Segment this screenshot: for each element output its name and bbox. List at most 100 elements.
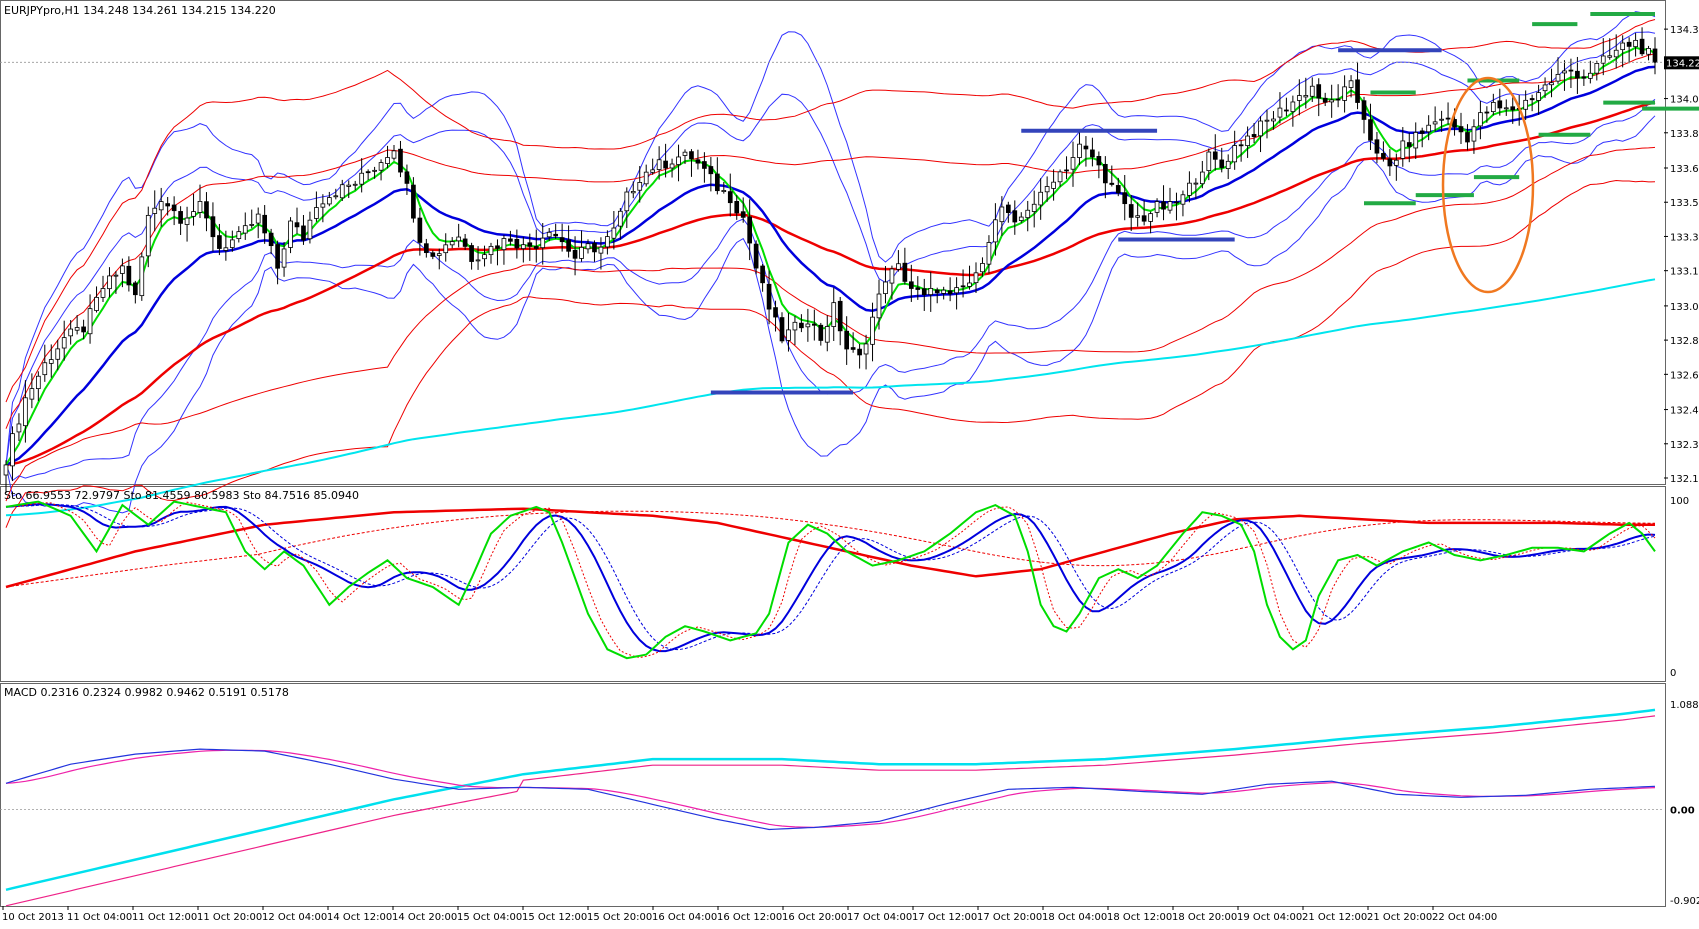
candle-body	[1342, 86, 1347, 101]
candle	[605, 230, 610, 255]
candle-body	[81, 326, 86, 333]
candle-body	[1258, 120, 1263, 137]
candle	[1374, 131, 1380, 164]
candle	[1600, 38, 1606, 76]
candle-body	[1536, 92, 1541, 101]
candle-body	[94, 296, 99, 311]
candle-body	[1490, 102, 1496, 113]
candle-body	[107, 275, 112, 290]
candle-body	[1264, 119, 1270, 122]
candle-body	[1400, 140, 1406, 159]
candle	[10, 426, 15, 482]
candle	[120, 258, 125, 288]
candle-body	[68, 328, 74, 337]
candle	[1458, 112, 1464, 144]
candle-body	[773, 307, 778, 318]
price-y-tick-label: 133.355	[1670, 232, 1699, 243]
candle-body	[139, 256, 145, 297]
candle	[275, 240, 280, 285]
candle-body	[799, 322, 804, 329]
candle-body	[1038, 191, 1044, 206]
candle-body	[242, 225, 248, 234]
candle	[805, 308, 811, 342]
candle-body	[1374, 139, 1380, 154]
candle-body	[1238, 144, 1244, 147]
candle	[456, 223, 462, 248]
candle	[1245, 126, 1250, 158]
candle-body	[708, 166, 714, 175]
candle-body	[546, 231, 552, 238]
candle-body	[747, 216, 753, 244]
candle	[1465, 124, 1470, 151]
candle	[1419, 127, 1425, 148]
candle	[16, 413, 22, 442]
candle	[643, 164, 649, 187]
stoch-slow-signal-line	[5, 510, 1656, 588]
x-tick-label: 11 Oct 12:00	[132, 912, 197, 923]
candle-body	[844, 330, 850, 350]
candle	[902, 247, 908, 285]
candle	[1393, 153, 1399, 181]
candle-body	[236, 231, 242, 240]
candle	[1018, 212, 1024, 223]
candle-body	[126, 265, 132, 286]
candle-body	[915, 287, 921, 290]
candle	[1025, 200, 1031, 232]
candle	[1594, 60, 1600, 81]
candle	[753, 240, 759, 275]
candle	[1368, 103, 1373, 150]
candle-body	[656, 159, 662, 170]
candle-body	[1251, 134, 1257, 138]
ema-fast-line	[5, 46, 1656, 466]
candle-body	[1620, 42, 1626, 51]
candle-body	[1219, 159, 1225, 168]
candle	[359, 158, 365, 193]
price-y-tick-label: 134.040	[1670, 95, 1699, 106]
candle-body	[1549, 82, 1554, 86]
candle	[307, 211, 313, 244]
candle-body	[1322, 97, 1328, 103]
candle-body	[617, 210, 623, 227]
candle-body	[689, 151, 694, 160]
candle-body	[850, 347, 856, 350]
candle	[792, 315, 798, 346]
candle-body	[255, 213, 261, 224]
candle-body	[805, 323, 811, 328]
candle	[385, 145, 390, 169]
candle	[1633, 33, 1638, 57]
candle	[171, 196, 177, 226]
candle-body	[947, 290, 953, 295]
candle-body	[1316, 84, 1322, 99]
x-tick-label: 15 Oct 04:00	[457, 912, 522, 923]
candle	[883, 266, 888, 304]
candle	[1277, 92, 1283, 124]
candle-body	[1419, 130, 1425, 134]
candle-body	[1096, 156, 1102, 166]
candle-body	[553, 233, 559, 237]
candle-body	[1639, 38, 1645, 55]
candle	[624, 187, 630, 228]
x-tick-label: 14 Oct 12:00	[327, 912, 392, 923]
price-y-tick-label: 132.155	[1670, 474, 1699, 485]
candle	[236, 226, 242, 243]
candle	[1083, 136, 1089, 167]
candle	[1555, 57, 1561, 84]
candle-body	[16, 423, 22, 433]
macd-main-line	[5, 748, 1656, 831]
candle	[520, 236, 526, 263]
candle-body	[229, 239, 235, 248]
candle	[132, 280, 138, 304]
candle-body	[3, 464, 9, 476]
candle	[1044, 176, 1050, 202]
candle	[870, 302, 875, 362]
candle	[1154, 198, 1160, 218]
candle-body	[1070, 157, 1076, 170]
candle	[346, 180, 352, 199]
candle	[954, 277, 959, 310]
candle	[1426, 115, 1432, 141]
candle-body	[876, 293, 882, 319]
candle-body	[281, 248, 287, 268]
candle	[294, 207, 300, 234]
candle-body	[1594, 63, 1600, 74]
